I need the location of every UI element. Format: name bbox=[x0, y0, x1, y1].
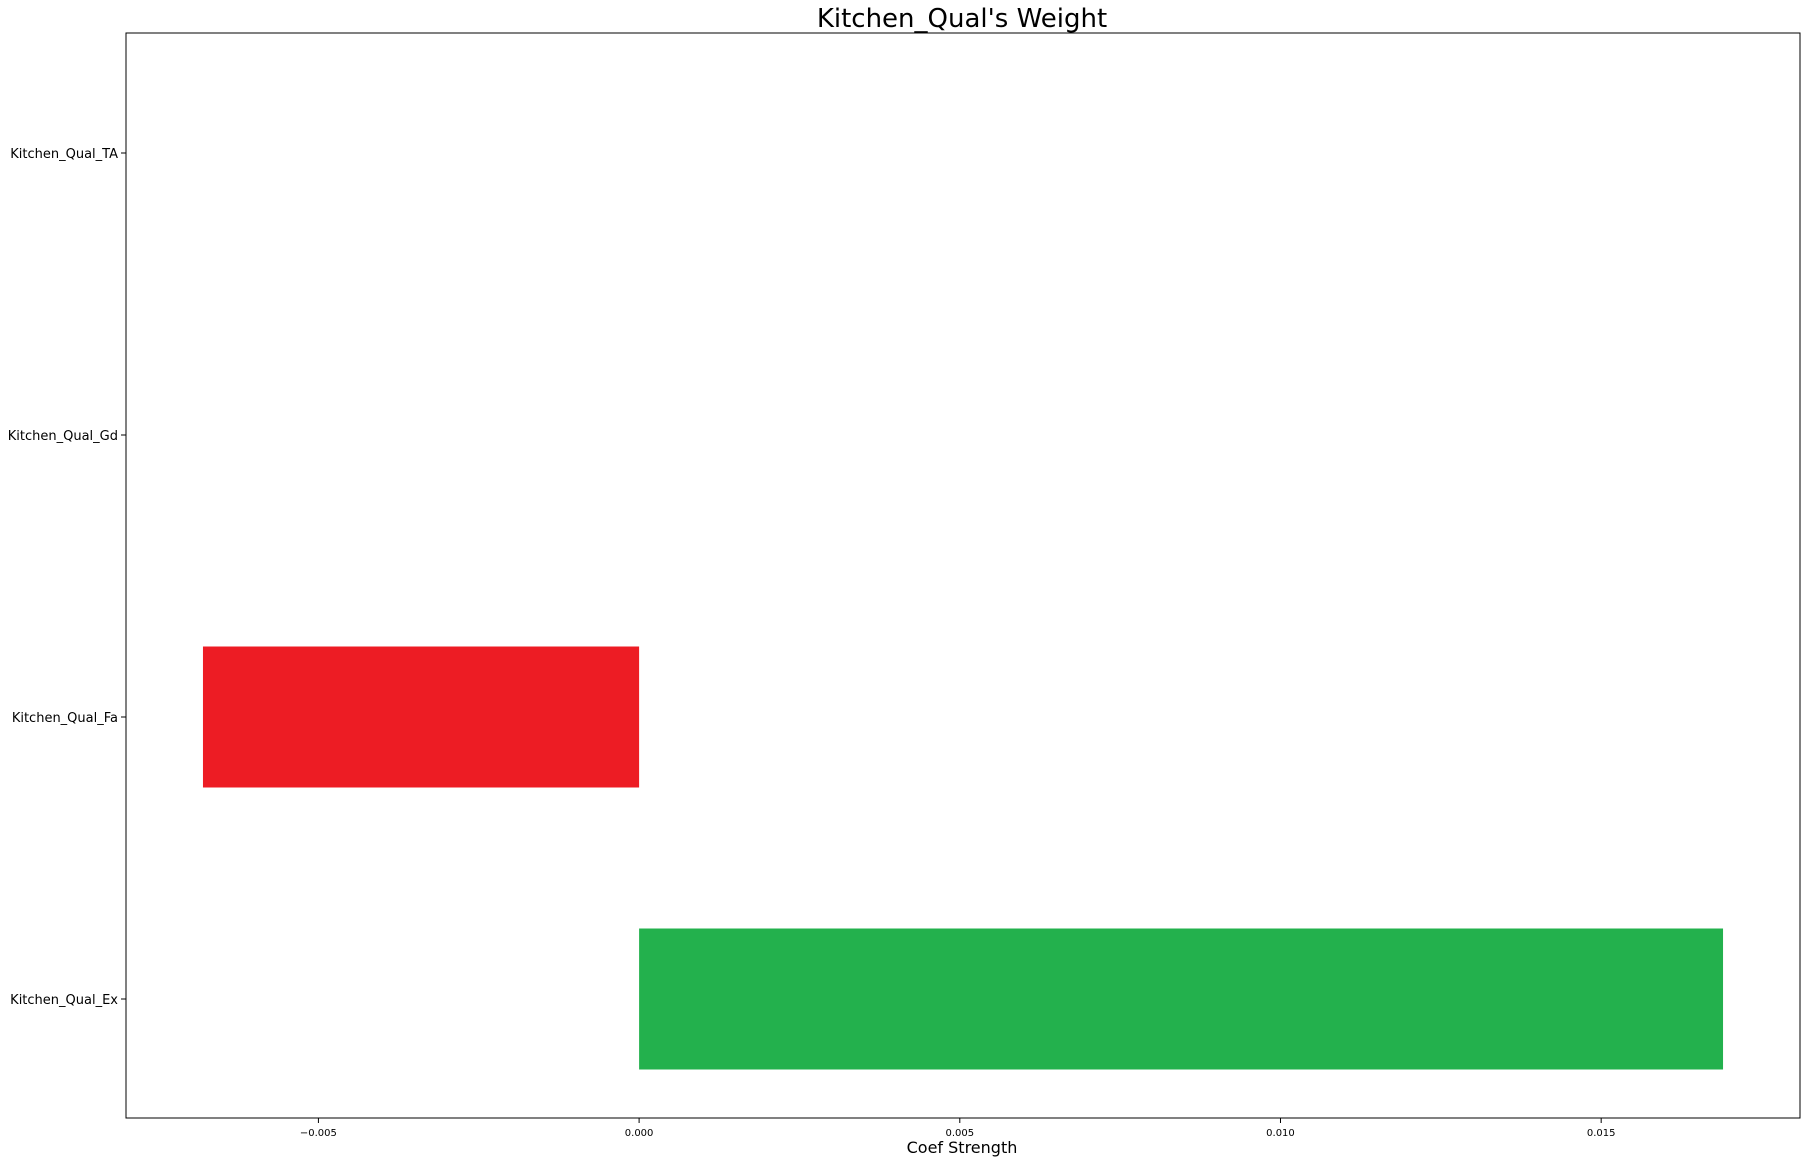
bar-kitchen-qual-fa bbox=[202, 646, 640, 788]
y-tick-label: Kitchen_Qual_TA bbox=[10, 147, 118, 162]
bar-kitchen-qual-ex bbox=[639, 928, 1724, 1070]
x-tick-label: 0.015 bbox=[1587, 1128, 1616, 1139]
y-tick-label: Kitchen_Qual_Fa bbox=[12, 711, 118, 726]
y-tick-label: Kitchen_Qual_Gd bbox=[8, 429, 118, 444]
x-axis-label: Coef Strength bbox=[907, 1138, 1018, 1157]
x-axis: −0.005 0.000 0.005 0.010 0.015 bbox=[300, 1118, 1616, 1139]
x-tick-label: −0.005 bbox=[300, 1128, 337, 1139]
chart-title: Kitchen_Qual's Weight bbox=[817, 4, 1107, 34]
x-tick-label: 0.010 bbox=[1266, 1128, 1295, 1139]
y-tick-label: Kitchen_Qual_Ex bbox=[10, 993, 118, 1008]
x-tick-label: 0.000 bbox=[625, 1128, 654, 1139]
y-axis: Kitchen_Qual_Ex Kitchen_Qual_Fa Kitchen_Qu… bbox=[8, 147, 126, 1008]
bars-layer bbox=[202, 646, 1724, 1070]
x-tick-label: 0.005 bbox=[945, 1128, 974, 1139]
plot-frame bbox=[125, 32, 1801, 1119]
